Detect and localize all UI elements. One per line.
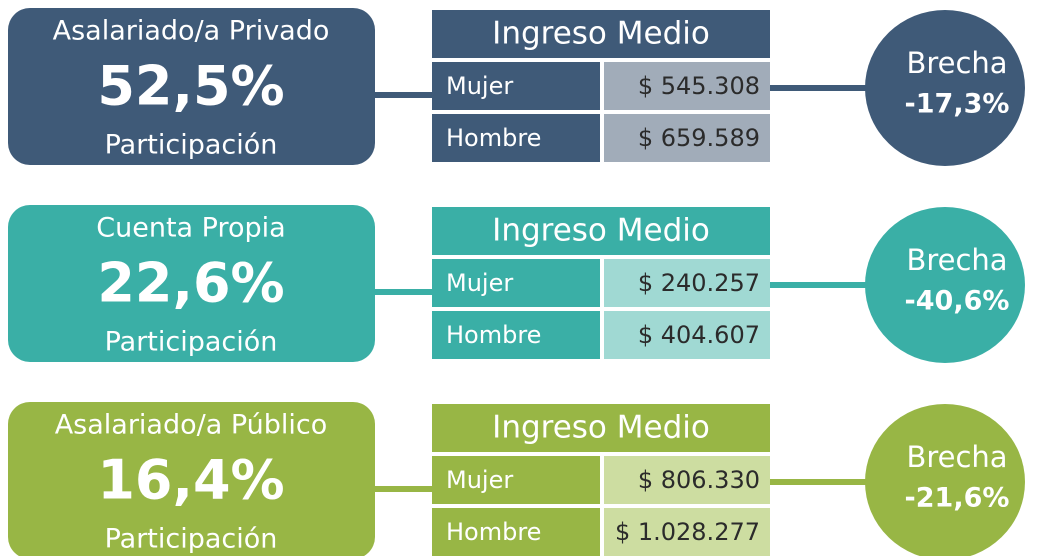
gap: -17,3% [905,89,1010,120]
label-cell [432,508,600,556]
income-title: Ingreso Medio [492,410,710,446]
gap-circle [865,207,1025,363]
share-label: Participación [105,130,278,161]
label-cell [432,259,600,307]
table-header [432,404,770,452]
share: 52,5% [97,55,284,118]
gap: -21,6% [905,483,1010,514]
gap: -40,6% [905,286,1010,317]
label-cell [432,114,600,162]
row-value: $ 404.607 [638,321,760,349]
row-label: Mujer [446,72,513,100]
category: Asalariado/a Público [55,410,328,441]
value-cell [604,114,770,162]
share-label: Participación [105,327,278,358]
row-label: Mujer [446,269,513,297]
category: Asalariado/a Privado [53,16,330,47]
share-label: Participación [105,524,278,555]
row-value: $ 659.589 [638,124,760,152]
category-box [8,8,375,165]
gap-circle [865,10,1025,166]
row-label: Hombre [446,518,541,546]
row-value: $ 806.330 [638,466,760,494]
value-cell [604,62,770,110]
gap-label: Brecha [906,46,1007,80]
share: 16,4% [97,449,284,512]
value-cell [604,259,770,307]
row-value: $ 1.028.277 [615,518,760,546]
gap-label: Brecha [906,440,1007,474]
value-cell [604,508,770,556]
row-label: Hombre [446,321,541,349]
label-cell [432,311,600,359]
row-label: Mujer [446,466,513,494]
category: Cuenta Propia [96,213,285,244]
table-header [432,10,770,58]
row-value: $ 545.308 [638,72,760,100]
gap-circle [865,404,1025,556]
value-cell [604,311,770,359]
income-title: Ingreso Medio [492,16,710,52]
category-box [8,205,375,362]
label-cell [432,456,600,504]
row-value: $ 240.257 [638,269,760,297]
value-cell [604,456,770,504]
gap-label: Brecha [906,243,1007,277]
income-title: Ingreso Medio [492,213,710,249]
label-cell [432,62,600,110]
row-label: Hombre [446,124,541,152]
table-header [432,207,770,255]
category-box [8,402,375,556]
share: 22,6% [97,252,284,315]
